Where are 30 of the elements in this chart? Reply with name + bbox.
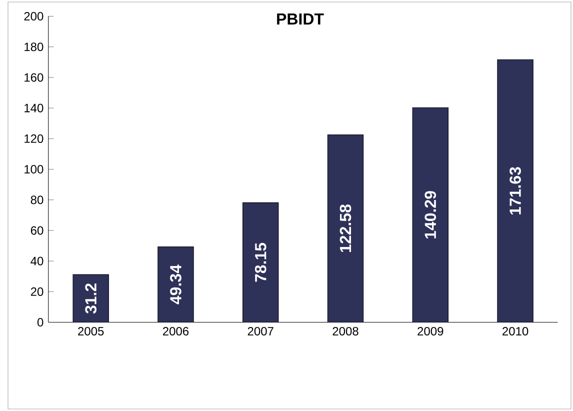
data-label: 140.29: [424, 191, 436, 238]
bar: [327, 134, 364, 322]
y-tick-label: 40: [30, 256, 44, 266]
y-tick-label: 80: [30, 196, 44, 204]
data-label: 78.15: [254, 242, 266, 282]
x-tick-label: 2010: [502, 326, 528, 336]
data-label: 171.63: [510, 167, 521, 214]
x-tick-label: 2009: [418, 326, 444, 336]
bar: [497, 59, 534, 322]
y-tick-label: 180: [24, 42, 44, 52]
y-tick-label: 20: [30, 287, 44, 296]
bar: [72, 274, 109, 322]
y-tick-label: 140: [24, 104, 44, 112]
y-tick-label: 160: [24, 73, 44, 82]
data-label: 49.34: [170, 264, 182, 304]
chart-title: PBIDT: [277, 14, 324, 24]
y-tick-label: 100: [24, 165, 44, 174]
data-label: 31.2: [85, 283, 97, 314]
bar: [158, 246, 194, 322]
x-tick-label: 2007: [248, 326, 274, 336]
bar: [242, 202, 279, 322]
x-tick-label: 2005: [78, 326, 104, 336]
y-tick-label: 200: [24, 12, 44, 21]
x-tick-label: 2008: [332, 326, 358, 336]
data-label: 122.58: [340, 204, 352, 252]
y-tick-label: 120: [24, 134, 44, 143]
x-tick-label: 2006: [162, 326, 189, 336]
y-tick-label: 60: [30, 226, 44, 235]
bar: [412, 107, 448, 322]
y-tick-label: 0: [37, 318, 44, 327]
